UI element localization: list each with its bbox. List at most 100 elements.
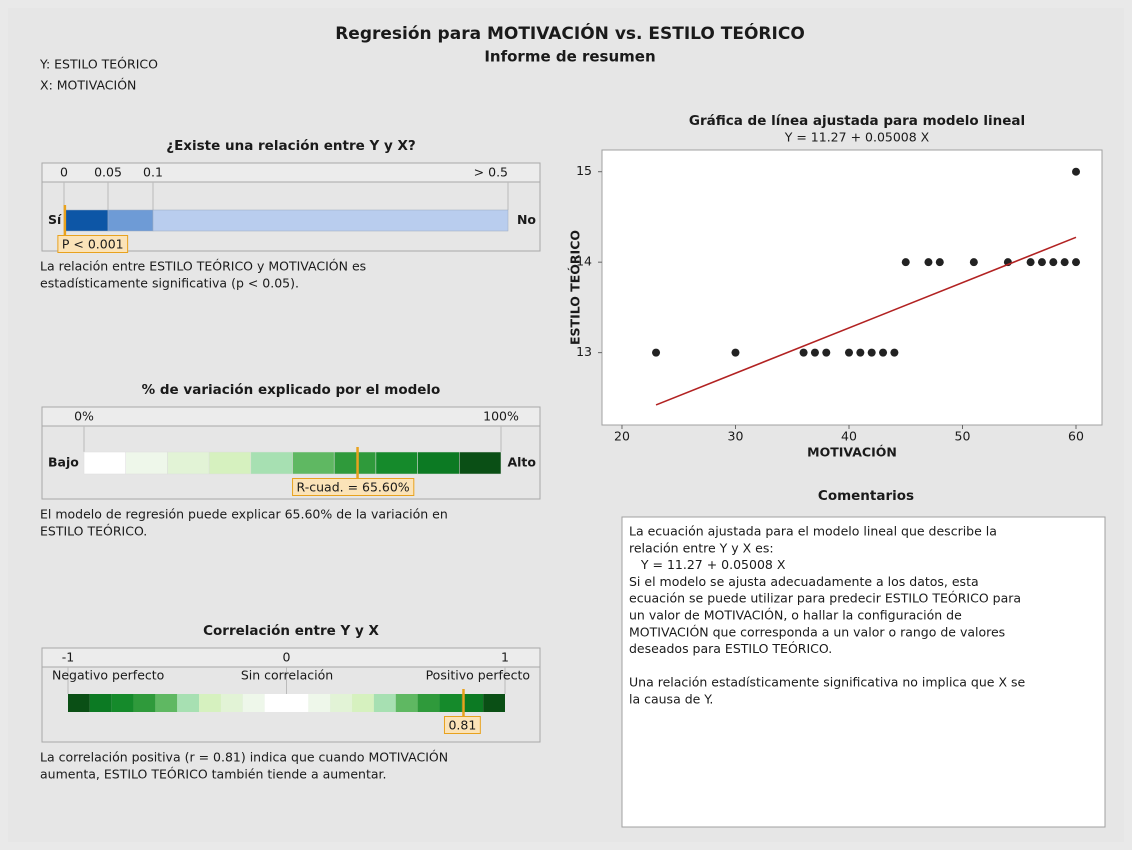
chart-subtitle: Y = 11.27 + 0.05008 X: [784, 130, 930, 145]
gauge-tick-label: 0.05: [94, 165, 122, 180]
comment-line: deseados para ESTILO TEÓRICO.: [629, 641, 832, 656]
comment-line: Una relación estadísticamente significat…: [629, 675, 1026, 690]
point: [1072, 258, 1081, 267]
y-axis-label: ESTILO TEÓRICO: [568, 230, 583, 345]
gauge-band: [352, 694, 374, 712]
x-tick-label: 30: [728, 429, 744, 444]
fit-line: [655, 236, 1077, 406]
gauge-band: [133, 694, 156, 712]
point: [1060, 258, 1069, 267]
gauge-band: [417, 694, 440, 712]
gauge-band: [375, 451, 418, 475]
gauge-value-label: 0.81: [448, 718, 476, 733]
point: [935, 258, 944, 267]
gauge-tick-label: -1: [62, 650, 74, 665]
comments-title: Comentarios: [818, 488, 914, 504]
gauge-title: ¿Existe una relación entre Y y X?: [166, 138, 415, 154]
gauge-band: [461, 694, 484, 712]
gauge-text: aumenta, ESTILO TEÓRICO también tiende a…: [40, 767, 387, 782]
gauge-band: [89, 694, 112, 712]
gauge-band: [68, 694, 90, 712]
gauge-band: [330, 694, 353, 712]
gauge-band: [83, 451, 126, 475]
corr-label: Negativo perfecto: [52, 668, 164, 683]
comment-line: la causa de Y.: [629, 692, 713, 707]
gauge-tick-label: 0.1: [143, 165, 163, 180]
point: [1037, 258, 1046, 267]
tick-strip: [41, 647, 541, 668]
point: [867, 348, 876, 357]
gauge-value-label: P < 0.001: [62, 237, 124, 252]
point: [731, 348, 740, 357]
point: [856, 348, 865, 357]
comment-line: La ecuación ajustada para el modelo line…: [629, 524, 997, 539]
gauge-text: La relación entre ESTILO TEÓRICO y MOTIV…: [40, 259, 366, 274]
gauge-text: ESTILO TEÓRICO.: [40, 524, 147, 539]
gauge-band: [333, 451, 377, 475]
comment-line: MOTIVACIÓN que corresponda a un valor o …: [629, 624, 1005, 639]
gauge-band: [220, 694, 243, 712]
gauge-text: El modelo de regresión puede explicar 65…: [40, 507, 448, 522]
point: [810, 348, 819, 357]
comment-line: un valor de MOTIVACIÓN, o hallar la conf…: [629, 608, 962, 623]
y-tick-label: 15: [576, 163, 592, 178]
gauge-band: [308, 694, 331, 712]
gauge-band: [208, 451, 252, 475]
y-var: Y: ESTILO TEÓRICO: [39, 57, 158, 72]
point: [844, 348, 853, 357]
gauge-left: Bajo: [48, 455, 79, 470]
comment-line: Y = 11.27 + 0.05008 X: [629, 557, 786, 572]
corr-label: Positivo perfecto: [426, 668, 530, 683]
gauge-band: [177, 694, 200, 712]
gauge-band: [107, 209, 154, 232]
point: [879, 348, 888, 357]
gauge-tick-label: 0%: [74, 409, 94, 424]
point: [901, 258, 910, 267]
point: [652, 348, 661, 357]
gauge-band: [167, 451, 210, 475]
gauge-text: La correlación positiva (r = 0.81) indic…: [40, 750, 448, 765]
gauge-left: Sí: [48, 212, 62, 227]
plot-area: [601, 149, 1103, 426]
gauge-tick-label: 100%: [483, 409, 519, 424]
point: [822, 348, 831, 357]
gauge-value-label: R-cuad. = 65.60%: [297, 480, 410, 495]
point: [890, 348, 899, 357]
gauge-tick-label: > 0.5: [474, 165, 508, 180]
point: [799, 348, 808, 357]
gauge-title: % de variación explicado por el modelo: [142, 382, 441, 398]
tick-strip: [41, 406, 541, 427]
gauge-band: [439, 694, 462, 712]
gauge-band: [250, 451, 293, 475]
x-tick-label: 60: [1068, 429, 1084, 444]
gauge-value-box: [57, 235, 129, 253]
x-var: X: MOTIVACIÓN: [40, 78, 136, 93]
gauge-band: [417, 451, 460, 475]
x-tick-label: 50: [955, 429, 971, 444]
gauge-band: [63, 209, 109, 232]
y-tick-label: 14: [576, 254, 592, 269]
point: [1026, 258, 1035, 267]
x-tick-label: 20: [614, 429, 630, 444]
point: [1049, 258, 1058, 267]
gauge-value-box: [443, 716, 481, 734]
point: [924, 258, 933, 267]
gauge-band: [395, 694, 418, 712]
gauge-band: [264, 694, 287, 712]
comment-line: relación entre Y y X es:: [629, 540, 774, 555]
chart-title: Gráfica de línea ajustada para modelo li…: [689, 113, 1025, 129]
gauge-band: [199, 694, 221, 712]
gauge-band: [125, 451, 168, 475]
gauge-band: [152, 209, 509, 232]
y-tick-label: 13: [576, 344, 592, 359]
gauge-tick-label: 0: [60, 165, 68, 180]
comments-box: [621, 516, 1106, 828]
comment-line: Si el modelo se ajusta adecuadamente a l…: [629, 574, 979, 589]
tick-strip: [41, 162, 541, 183]
gauge-band: [373, 694, 396, 712]
gauge-tick-label: 0: [283, 650, 291, 665]
gauge-title: Correlación entre Y y X: [203, 623, 379, 639]
gauge-value-box: [292, 478, 415, 496]
gauge-right: Alto: [507, 455, 536, 470]
